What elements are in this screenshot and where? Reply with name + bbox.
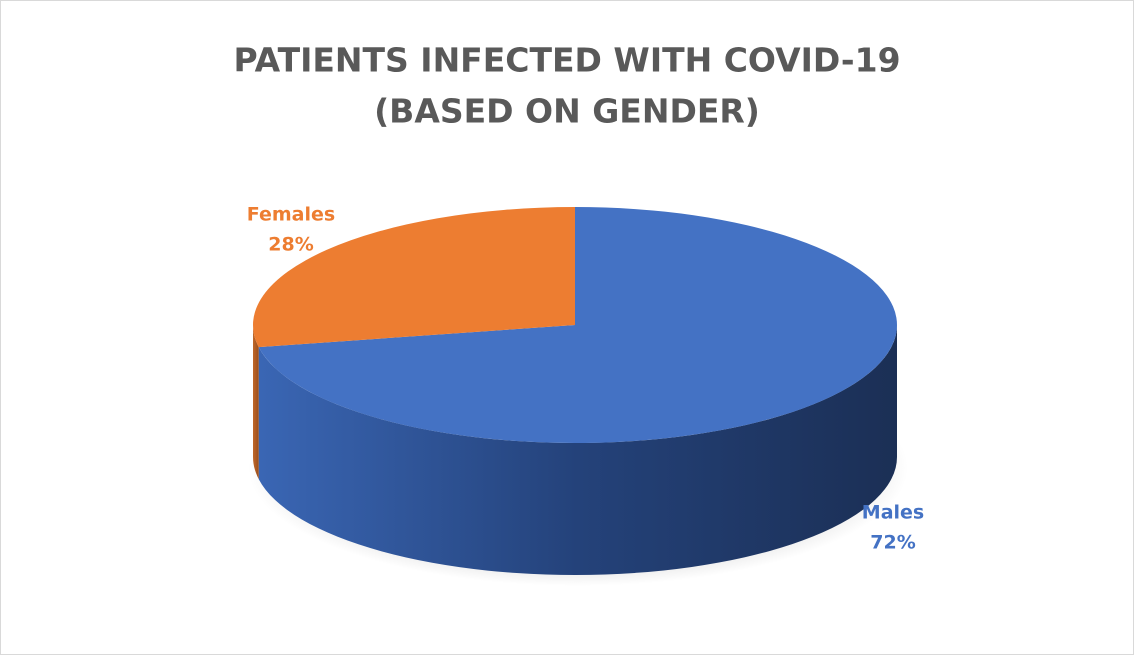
pie-slice [258, 207, 897, 444]
data-label-name: Females [247, 204, 335, 226]
data-label-name: Males [862, 502, 924, 524]
data-label-value: 28% [268, 234, 313, 256]
chart-title: (BASED ON GENDER) [374, 92, 760, 131]
data-label-value: 72% [870, 532, 915, 554]
chart-title: PATIENTS INFECTED WITH COVID-19 [233, 41, 900, 80]
pie-slice-side [258, 325, 898, 576]
pie-slice-side [253, 325, 259, 480]
pie-slice [252, 207, 575, 348]
